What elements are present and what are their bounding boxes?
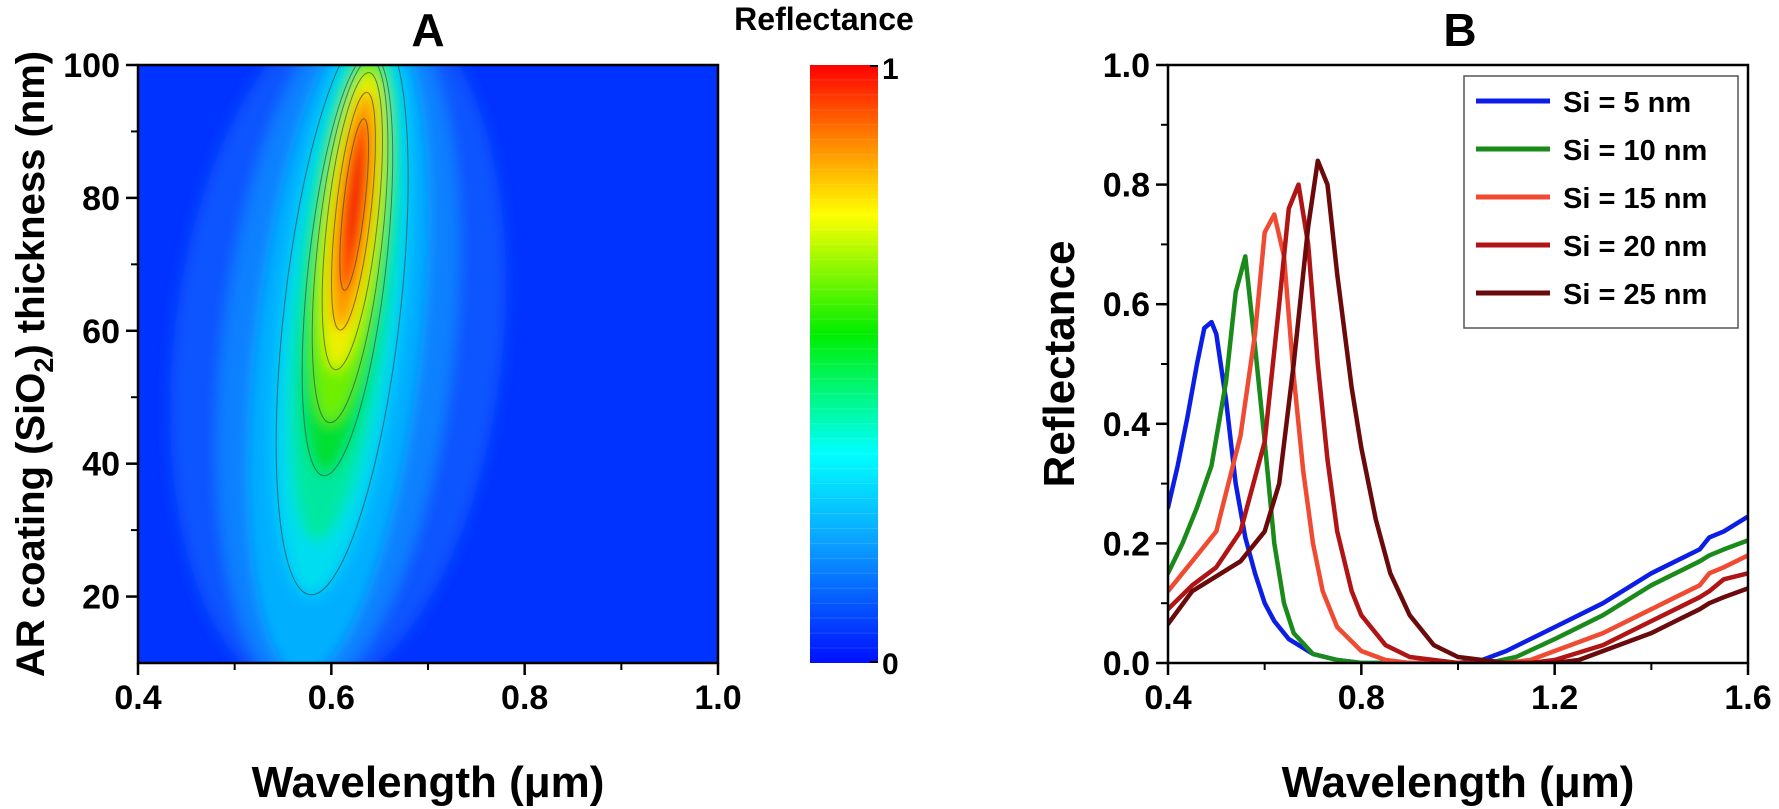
legend-label-2: Si = 10 nm — [1563, 135, 1707, 167]
line-plot-axes: 0.4 0.8 1.2 1.6 0.0 0.2 0.4 0.6 0.8 1.0 — [1103, 47, 1772, 717]
heatmap-contour-3 — [321, 72, 383, 371]
legend-label-5: Si = 25 nm — [1563, 279, 1707, 311]
colorbar-title: Reflectance — [734, 1, 914, 37]
line-plot-x-axis-title: Wavelength (μm) — [1282, 758, 1635, 807]
heatmap-plot-area — [138, 65, 718, 663]
heatmap-contours — [275, 65, 409, 596]
series-line-4 — [1168, 182, 1748, 663]
heatmap-axes: 0.4 0.6 0.8 1.0 20 40 60 80 100 — [63, 47, 741, 717]
heatmap-y-tick-label: 40 — [82, 446, 120, 484]
heatmap-y-tick-label: 20 — [82, 579, 120, 617]
line-plot-x-tick-label: 0.4 — [1144, 679, 1191, 717]
legend-label-3: Si = 15 nm — [1563, 183, 1707, 215]
heatmap-x-tick-label: 0.6 — [308, 679, 355, 717]
heatmap-x-tick-label: 1.0 — [694, 679, 741, 717]
heatmap-contour-4 — [331, 91, 376, 331]
heatmap-y-tick-label: 80 — [82, 180, 120, 218]
panel-a: A 0.4 0.6 0.8 1.0 20 40 60 80 100 Wavelength (μm… — [9, 1, 914, 807]
legend-box — [1463, 75, 1739, 329]
panel-b-label: B — [1443, 4, 1476, 56]
panel-b: B 0.4 0.8 1.2 1.6 0.0 0.2 0.4 0.6 0.8 1.0 Wavelen… — [1035, 4, 1772, 807]
heatmap-contour-2 — [311, 65, 389, 424]
line-plot-y-tick-label: 0.2 — [1103, 525, 1150, 563]
legend-items: Si = 5 nm Si = 10 nm Si = 15 nm Si = 20 nm S… — [1476, 87, 1707, 311]
line-plot-y-tick-label: 1.0 — [1103, 47, 1150, 85]
line-plot-series — [1168, 158, 1748, 663]
line-plot-x-tick-label: 1.6 — [1724, 679, 1771, 717]
heatmap-y-tick-label: 60 — [82, 313, 120, 351]
heatmap-contour-1 — [301, 65, 394, 477]
heatmap-y-tick-label: 100 — [63, 47, 120, 85]
colorbar-stripes — [810, 79, 878, 649]
series-line-1 — [1168, 319, 1748, 663]
heatmap-x-axis-title: Wavelength (μm) — [252, 758, 605, 807]
series-line-3 — [1168, 212, 1748, 663]
line-plot-x-tick-label: 1.2 — [1531, 679, 1578, 717]
heatmap-x-tick-label: 0.4 — [114, 679, 161, 717]
line-plot-y-axis-title: Reflectance — [1035, 240, 1084, 487]
heatmap-y-axis-title: AR coating (SiO2) thickness (nm) — [9, 51, 59, 677]
series-line-2 — [1168, 254, 1748, 663]
colorbar: Reflectance 1 0 — [734, 1, 914, 681]
line-plot-x-tick-label: 0.8 — [1338, 679, 1385, 717]
heatmap-x-tick-label: 0.8 — [501, 679, 548, 717]
legend: Si = 5 nm Si = 10 nm Si = 15 nm Si = 20 nm S… — [1463, 75, 1739, 329]
heatmap-bands — [170, 65, 506, 663]
line-plot-y-tick-label: 0.4 — [1103, 406, 1150, 444]
line-plot-y-tick-label: 0.0 — [1103, 645, 1150, 683]
colorbar-max-label: 1 — [882, 53, 899, 86]
heatmap-band-10 — [346, 145, 364, 251]
colorbar-gradient — [810, 65, 878, 663]
legend-label-1: Si = 5 nm — [1563, 87, 1691, 119]
colorbar-min-label: 0 — [882, 648, 899, 681]
panel-a-label: A — [411, 4, 444, 56]
series-line-5 — [1168, 158, 1748, 663]
line-plot-y-tick-label: 0.6 — [1103, 286, 1150, 324]
line-plot-y-tick-label: 0.8 — [1103, 167, 1150, 205]
legend-label-4: Si = 20 nm — [1563, 231, 1707, 263]
heatmap-contour-0 — [275, 65, 409, 596]
heatmap-contour-5 — [339, 118, 370, 291]
